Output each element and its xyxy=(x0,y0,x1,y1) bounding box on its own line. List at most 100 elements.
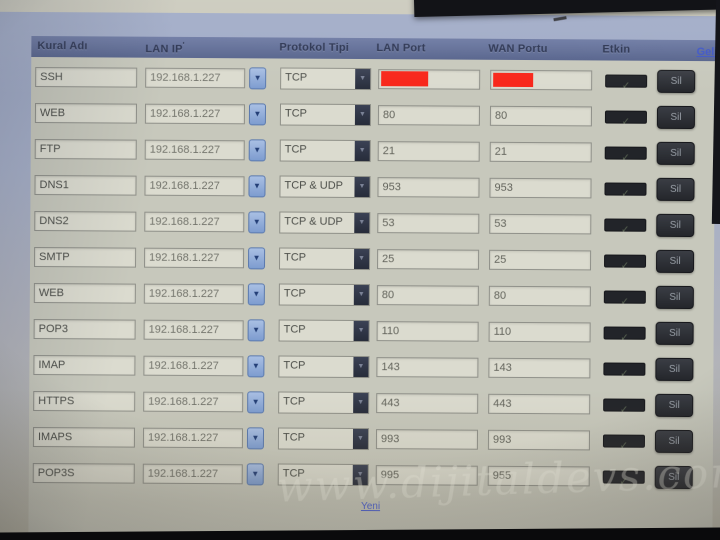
delete-button[interactable]: Sil xyxy=(654,429,694,453)
delete-button[interactable]: Sil xyxy=(655,321,694,345)
delete-button[interactable]: Sil xyxy=(656,177,695,201)
lan-ip-dropdown-button[interactable]: ▼ xyxy=(248,211,266,234)
delete-button[interactable]: Sil xyxy=(655,393,694,417)
rule-name-input[interactable] xyxy=(32,463,135,484)
enabled-checkbox[interactable]: ✓ xyxy=(604,253,647,271)
checkmark-icon: ✓ xyxy=(619,440,629,452)
rule-name-input[interactable] xyxy=(34,175,137,196)
protocol-select[interactable]: TCP ▼ xyxy=(279,103,372,127)
enabled-checkbox[interactable]: ✓ xyxy=(604,217,647,235)
rule-name-input[interactable] xyxy=(33,391,136,412)
protocol-select[interactable]: TCP ▼ xyxy=(278,283,370,307)
enabled-checkbox[interactable]: ✓ xyxy=(605,73,648,91)
lan-ip-dropdown-button[interactable]: ▼ xyxy=(247,391,265,414)
enabled-checkbox[interactable]: ✓ xyxy=(603,361,646,379)
lan-ip-dropdown-button[interactable]: ▼ xyxy=(248,103,267,126)
lan-port-input[interactable] xyxy=(377,141,480,162)
lan-port-input[interactable] xyxy=(376,393,479,414)
lan-ip-input[interactable] xyxy=(144,175,245,197)
lan-ip-input[interactable] xyxy=(143,391,244,413)
lan-port-input[interactable] xyxy=(377,213,480,234)
lan-ip-input[interactable] xyxy=(143,319,244,341)
enabled-checkbox[interactable]: ✓ xyxy=(603,397,646,415)
delete-button[interactable]: Sil xyxy=(655,357,694,381)
wan-port-input[interactable] xyxy=(487,465,590,487)
protocol-select[interactable]: TCP ▼ xyxy=(277,427,370,451)
lan-ip-input[interactable] xyxy=(143,355,244,377)
lan-ip-input[interactable] xyxy=(144,247,245,269)
lan-ip-input[interactable] xyxy=(145,67,246,89)
protocol-select[interactable]: TCP ▼ xyxy=(278,355,370,379)
lan-port-input[interactable] xyxy=(376,285,479,306)
wan-port-input[interactable] xyxy=(489,177,592,199)
rule-name-input[interactable] xyxy=(33,283,136,304)
rule-name-input[interactable] xyxy=(34,247,137,268)
lan-ip-dropdown-button[interactable]: ▼ xyxy=(248,247,266,270)
lan-ip-dropdown-button[interactable]: ▼ xyxy=(246,427,265,450)
protocol-select[interactable]: TCP & UDP ▼ xyxy=(279,211,371,235)
wan-port-input[interactable] xyxy=(488,321,591,343)
protocol-select[interactable]: TCP & UDP ▼ xyxy=(279,175,371,199)
rule-name-input[interactable] xyxy=(35,67,138,88)
protocol-select[interactable]: TCP ▼ xyxy=(279,139,371,163)
rule-name-input[interactable] xyxy=(34,103,138,124)
rule-name-input[interactable] xyxy=(32,427,136,448)
protocol-select[interactable]: TCP ▼ xyxy=(278,319,370,343)
wan-port-input[interactable] xyxy=(489,249,592,271)
lan-ip-dropdown-button[interactable]: ▼ xyxy=(248,139,266,162)
delete-button[interactable]: Sil xyxy=(656,105,696,129)
lan-ip-dropdown-button[interactable]: ▼ xyxy=(247,355,265,378)
lan-port-input[interactable] xyxy=(376,321,479,342)
port-forward-row: ▼ TCP ▼ ✓ Sil xyxy=(29,419,713,459)
lan-ip-input[interactable] xyxy=(144,103,246,125)
wan-port-input[interactable] xyxy=(488,393,591,415)
lan-port-input[interactable] xyxy=(376,357,479,378)
lan-ip-dropdown-button[interactable]: ▼ xyxy=(247,283,265,306)
enabled-checkbox[interactable]: ✓ xyxy=(604,181,647,199)
enabled-checkbox[interactable]: ✓ xyxy=(602,469,645,487)
enabled-checkbox[interactable]: ✓ xyxy=(603,289,646,307)
lan-ip-input[interactable] xyxy=(144,211,245,233)
protocol-select[interactable]: TCP ▼ xyxy=(279,247,371,271)
protocol-dropdown-arrow-icon: ▼ xyxy=(352,428,369,450)
lan-port-input[interactable] xyxy=(377,105,481,126)
lan-ip-input[interactable] xyxy=(142,427,244,449)
new-rule-link[interactable]: Yeni xyxy=(360,501,381,513)
port-forwarding-panel: Kural Adı LAN IP' Protokol Tipi LAN Port… xyxy=(28,35,717,540)
lan-ip-dropdown-button[interactable]: ▼ xyxy=(248,175,266,198)
rule-name-input[interactable] xyxy=(34,139,137,160)
lan-ip-input[interactable] xyxy=(144,139,245,161)
wan-port-input[interactable] xyxy=(489,213,592,235)
rule-name-input[interactable] xyxy=(33,355,136,376)
delete-button[interactable]: Sil xyxy=(655,285,694,309)
enabled-checkbox[interactable]: ✓ xyxy=(603,325,646,343)
enabled-checkbox[interactable]: ✓ xyxy=(604,109,647,127)
wan-port-input[interactable] xyxy=(488,285,591,307)
lan-port-input[interactable] xyxy=(377,249,480,270)
delete-button[interactable]: Sil xyxy=(656,141,695,165)
enabled-checkbox[interactable]: ✓ xyxy=(604,145,647,163)
lan-ip-dropdown-button[interactable]: ▼ xyxy=(247,319,265,342)
lan-ip-input[interactable] xyxy=(143,283,244,305)
protocol-select[interactable]: TCP ▼ xyxy=(280,67,372,91)
lan-port-input[interactable] xyxy=(375,465,478,486)
lan-ip-dropdown-button[interactable]: ▼ xyxy=(249,67,267,90)
delete-button[interactable]: Sil xyxy=(655,249,695,273)
delete-button[interactable]: Sil xyxy=(654,465,693,489)
wan-port-input[interactable] xyxy=(489,105,593,127)
lan-ip-dropdown-button[interactable]: ▼ xyxy=(246,463,264,486)
delete-button[interactable]: Sil xyxy=(656,213,695,237)
rule-name-input[interactable] xyxy=(33,319,136,340)
protocol-dropdown-arrow-icon: ▼ xyxy=(354,248,370,270)
rule-name-input[interactable] xyxy=(34,211,137,232)
protocol-select[interactable]: TCP ▼ xyxy=(277,463,369,487)
lan-ip-input[interactable] xyxy=(142,463,243,485)
delete-button[interactable]: Sil xyxy=(657,69,696,93)
enabled-checkbox[interactable]: ✓ xyxy=(602,433,646,451)
lan-port-input[interactable] xyxy=(377,177,480,198)
wan-port-input[interactable] xyxy=(487,429,591,451)
protocol-select[interactable]: TCP ▼ xyxy=(278,391,370,415)
lan-port-input[interactable] xyxy=(375,429,479,450)
wan-port-input[interactable] xyxy=(489,141,592,163)
wan-port-input[interactable] xyxy=(488,357,591,379)
